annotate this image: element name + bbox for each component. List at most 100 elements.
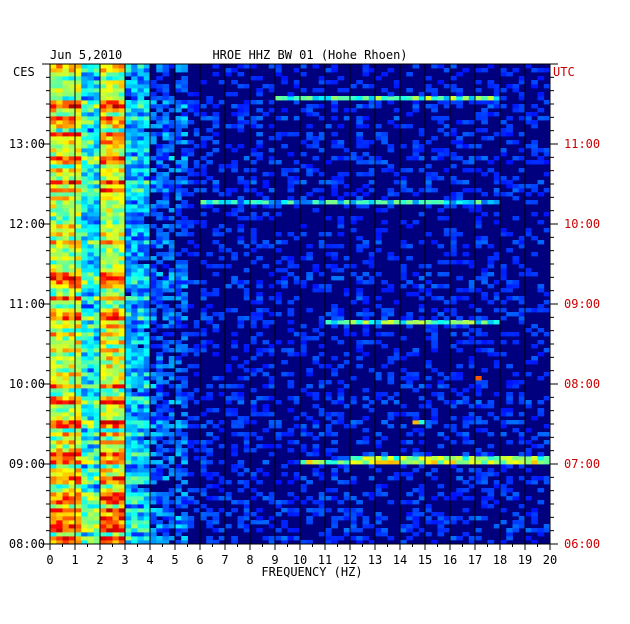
spectrogram-cell [225,144,232,149]
spectrogram-cell [400,460,407,465]
spectrogram-cell [218,376,226,381]
spectrogram-cell [456,536,463,541]
spectrogram-cell [243,112,251,117]
spectrogram-cell [75,448,82,453]
spectrogram-cell [375,96,382,101]
spectrogram-cell [181,112,188,117]
spectrogram-cell [362,184,370,189]
spectrogram-cell [468,412,476,417]
spectrogram-cell [162,296,170,301]
spectrogram-cell [68,340,76,345]
spectrogram-cell [412,152,420,157]
spectrogram-cell [387,476,395,481]
spectrogram-cell [162,532,170,537]
spectrogram-cell [268,364,276,369]
spectrogram-cell [518,188,526,193]
spectrogram-cell [112,148,120,153]
spectrogram-cell [118,112,126,117]
spectrogram-cell [525,268,532,273]
spectrogram-cell [206,524,213,529]
spectrogram-cell [531,456,538,461]
spectrogram-cell [331,116,338,121]
spectrogram-cell [256,88,263,93]
spectrogram-cell [331,368,338,373]
spectrogram-cell [243,268,251,273]
spectrogram-cell [125,140,132,145]
spectrogram-cell [87,424,95,429]
spectrogram-cell [337,500,345,505]
spectrogram-cell [506,488,513,493]
spectrogram-cell [106,372,113,377]
spectrogram-cell [131,236,138,241]
spectrogram-cell [56,328,63,333]
spectrogram-cell [193,448,201,453]
spectrogram-cell [143,352,151,357]
spectrogram-cell [68,232,76,237]
spectrogram-cell [181,348,188,353]
spectrogram-cell [293,84,301,89]
spectrogram-cell [50,496,57,501]
spectrogram-cell [75,284,82,289]
spectrogram-cell [137,240,145,245]
spectrogram-cell [368,492,376,497]
spectrogram-cell [406,528,413,533]
spectrogram-cell [443,84,451,89]
spectrogram-cell [506,420,513,425]
spectrogram-cell [118,284,126,289]
spectrogram-cell [162,124,170,129]
spectrogram-cell [487,80,495,85]
spectrogram-cell [56,292,63,297]
spectrogram-cell [131,432,138,437]
spectrogram-cell [68,396,76,401]
spectrogram-cell [487,284,495,289]
spectrogram-cell [237,84,245,89]
spectrogram-cell [331,176,338,181]
spectrogram-cell [412,64,420,69]
spectrogram-cell [306,540,313,545]
spectrogram-cell [56,424,63,429]
spectrogram-cell [506,180,513,185]
spectrogram-cell [512,156,520,161]
spectrogram-cell [93,452,101,457]
spectrogram-cell [75,504,82,509]
spectrogram-cell [100,420,107,425]
spectrogram-cell [112,308,120,313]
spectrogram-cell [543,152,551,157]
spectrogram-cell [68,400,76,405]
spectrogram-cell [75,136,82,141]
spectrogram-cell [87,264,95,269]
spectrogram-cell [281,500,288,505]
spectrogram-cell [106,244,113,249]
spectrogram-cell [312,328,320,333]
spectrogram-cell [443,316,451,321]
spectrogram-cell [206,392,213,397]
spectrogram-cell [275,204,282,209]
spectrogram-cell [125,92,132,97]
spectrogram-cell [143,268,151,273]
spectrogram-cell [400,500,407,505]
spectrogram-cell [331,448,338,453]
spectrogram-cell [287,428,295,433]
spectrogram-cell [200,296,207,301]
spectrogram-cell [262,184,270,189]
spectrogram-cell [325,124,332,129]
spectrogram-cell [506,412,513,417]
spectrogram-cell [87,404,95,409]
spectrogram-cell [512,176,520,181]
spectrogram-cell [56,80,63,85]
spectrogram-cell [181,268,188,273]
spectrogram-cell [100,404,107,409]
spectrogram-cell [68,212,76,217]
spectrogram-cell [143,112,151,117]
spectrogram-cell [343,360,351,365]
spectrogram-cell [137,256,145,261]
spectrogram-cell [175,476,182,481]
spectrogram-cell [450,76,457,81]
spectrogram-cell [106,180,113,185]
spectrogram-cell [75,512,82,517]
spectrogram-cell [93,476,101,481]
spectrogram-cell [93,80,101,85]
spectrogram-cell [118,144,126,149]
spectrogram-cell [175,400,182,405]
spectrogram-cell [118,424,126,429]
